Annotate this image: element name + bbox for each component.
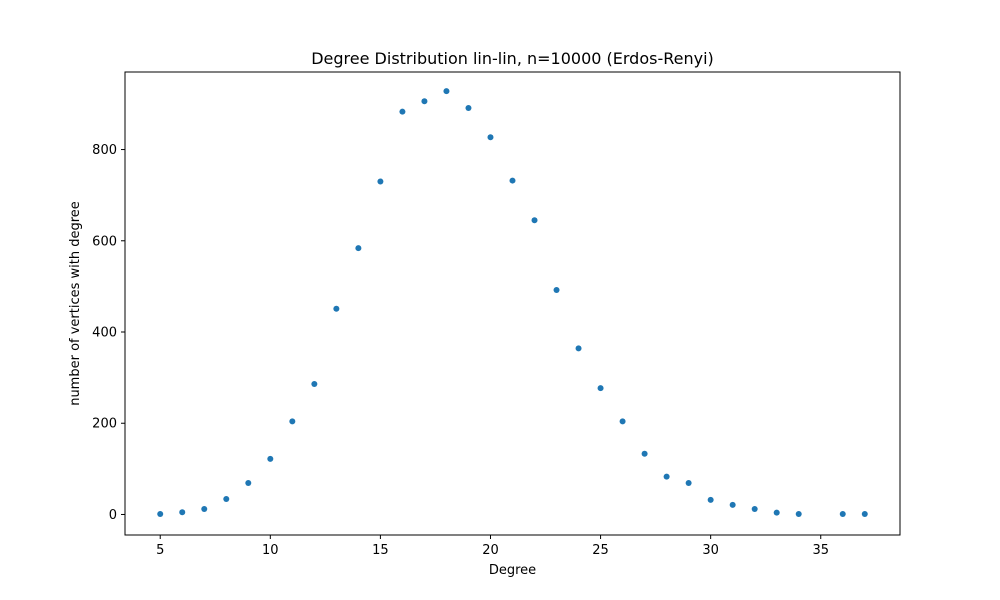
data-point — [333, 305, 340, 312]
y-axis-ticks: 0 200 400 600 800 — [92, 143, 125, 523]
y-tick-label: 200 — [92, 417, 117, 432]
data-point — [157, 511, 164, 518]
x-tick-label: 5 — [156, 543, 164, 558]
plot-frame — [124, 71, 901, 536]
data-point — [531, 217, 538, 224]
data-point — [377, 178, 384, 185]
x-tick-label: 30 — [702, 543, 719, 558]
x-tick-label: 20 — [482, 543, 499, 558]
x-tick-label: 15 — [372, 543, 389, 558]
data-point — [289, 418, 296, 425]
data-point — [311, 381, 318, 388]
x-tick-label: 35 — [812, 543, 829, 558]
y-tick-label: 800 — [92, 143, 117, 158]
data-point — [355, 245, 362, 252]
x-tick-label: 25 — [592, 543, 609, 558]
data-point — [707, 496, 714, 503]
data-point — [729, 501, 736, 508]
data-point — [663, 473, 670, 480]
scatter-points — [157, 88, 868, 518]
data-point — [509, 177, 516, 184]
y-tick-label: 400 — [92, 326, 117, 341]
data-point — [773, 509, 780, 516]
chart-title: Degree Distribution lin-lin, n=10000 (Er… — [311, 49, 714, 68]
y-tick-label: 600 — [92, 234, 117, 249]
y-tick-label: 0 — [109, 508, 117, 523]
x-axis-ticks: 5 10 15 20 25 30 35 — [156, 535, 829, 558]
data-point — [619, 418, 626, 425]
data-point — [465, 105, 472, 112]
data-point — [597, 385, 604, 392]
data-point — [443, 88, 450, 95]
data-point — [751, 505, 758, 512]
x-tick-label: 10 — [262, 543, 279, 558]
data-point — [245, 479, 252, 486]
data-point — [575, 345, 582, 352]
data-point — [201, 505, 208, 512]
data-point — [641, 450, 648, 457]
data-point — [795, 511, 802, 518]
data-point — [267, 455, 274, 462]
data-point — [553, 287, 560, 294]
data-point — [179, 509, 186, 516]
data-point — [421, 98, 428, 105]
data-point — [861, 511, 868, 518]
data-point — [399, 108, 406, 115]
data-point — [685, 479, 692, 486]
data-point — [487, 134, 494, 141]
data-point — [839, 511, 846, 518]
data-point — [223, 495, 230, 502]
y-axis-label: number of vertices with degree — [68, 201, 83, 406]
x-axis-label: Degree — [489, 563, 536, 578]
